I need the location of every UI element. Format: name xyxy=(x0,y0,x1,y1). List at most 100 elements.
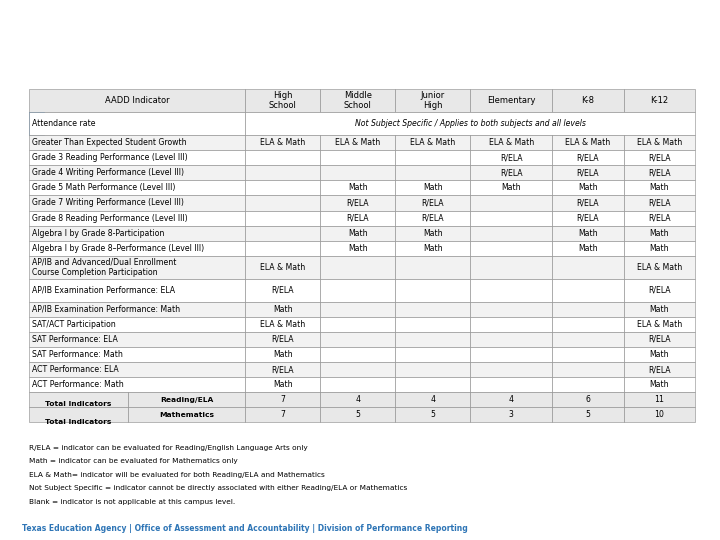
Bar xyxy=(320,347,395,362)
Text: Total Indicators: Total Indicators xyxy=(45,401,112,407)
Bar xyxy=(624,241,695,256)
Bar xyxy=(320,150,395,165)
Bar xyxy=(395,211,470,226)
Bar xyxy=(470,165,552,180)
Bar xyxy=(320,302,395,317)
Text: Math: Math xyxy=(501,184,521,192)
Text: Grade 5 Math Performance (Level III): Grade 5 Math Performance (Level III) xyxy=(32,184,176,192)
Bar xyxy=(29,226,246,241)
Bar xyxy=(246,241,320,256)
Text: 11: 11 xyxy=(654,395,665,404)
Bar xyxy=(624,256,695,279)
Text: ELA & Math= indicator will be evaluated for both Reading/ELA and Mathematics: ELA & Math= indicator will be evaluated … xyxy=(29,472,325,478)
Bar xyxy=(552,195,624,211)
Text: Texas Education Agency | Office of Assessment and Accountability | Division of P: Texas Education Agency | Office of Asses… xyxy=(22,524,467,532)
Bar xyxy=(624,377,695,392)
Bar xyxy=(395,165,470,180)
Bar xyxy=(470,195,552,211)
Text: ELA & Math: ELA & Math xyxy=(565,138,611,147)
Bar xyxy=(246,150,320,165)
Text: 7: 7 xyxy=(280,395,285,404)
Text: AP/IB and Advanced/Dual Enrollment
Course Completion Participation: AP/IB and Advanced/Dual Enrollment Cours… xyxy=(32,258,176,277)
Text: 10: 10 xyxy=(654,410,665,419)
Text: Elementary: Elementary xyxy=(487,96,536,105)
Bar xyxy=(320,317,395,332)
Bar xyxy=(246,279,320,302)
Bar xyxy=(246,256,320,279)
Bar xyxy=(552,347,624,362)
Text: R/ELA: R/ELA xyxy=(421,213,444,222)
Text: 6: 6 xyxy=(585,395,590,404)
Text: K-12: K-12 xyxy=(650,96,668,105)
Text: Math = indicator can be evaluated for Mathematics only: Math = indicator can be evaluated for Ma… xyxy=(29,458,238,464)
Text: R/ELA: R/ELA xyxy=(577,213,599,222)
Bar xyxy=(320,165,395,180)
Text: Greater Than Expected Student Growth: Greater Than Expected Student Growth xyxy=(32,138,187,147)
Bar xyxy=(29,112,246,135)
Bar xyxy=(624,89,695,112)
Text: SAT/ACT Participation: SAT/ACT Participation xyxy=(32,320,116,329)
Bar xyxy=(395,392,470,407)
Text: Math: Math xyxy=(649,380,669,389)
Text: Math: Math xyxy=(649,244,669,253)
Bar xyxy=(624,279,695,302)
Text: Junior
High: Junior High xyxy=(420,91,445,110)
Bar xyxy=(624,362,695,377)
Bar xyxy=(395,150,470,165)
Text: Math: Math xyxy=(423,228,443,238)
Bar xyxy=(29,135,246,150)
Bar xyxy=(320,279,395,302)
Text: ELA & Math: ELA & Math xyxy=(636,320,682,329)
Bar xyxy=(395,241,470,256)
Text: ELA & Math: ELA & Math xyxy=(489,138,534,147)
Bar xyxy=(29,392,128,407)
Text: 5: 5 xyxy=(585,410,590,419)
Text: Blank = indicator is not applicable at this campus level.: Blank = indicator is not applicable at t… xyxy=(29,499,235,505)
Text: Middle
School: Middle School xyxy=(344,91,372,110)
Bar xyxy=(246,135,320,150)
Text: R/ELA: R/ELA xyxy=(648,335,670,344)
Text: Attendance rate: Attendance rate xyxy=(32,119,96,128)
Bar xyxy=(320,256,395,279)
Bar xyxy=(246,347,320,362)
Bar xyxy=(552,226,624,241)
Bar xyxy=(470,241,552,256)
Bar xyxy=(320,241,395,256)
Bar xyxy=(320,89,395,112)
Bar xyxy=(470,347,552,362)
Bar xyxy=(320,211,395,226)
Bar xyxy=(552,150,624,165)
Text: Math: Math xyxy=(578,244,598,253)
Text: R/ELA: R/ELA xyxy=(271,335,294,344)
Bar xyxy=(624,407,695,422)
Text: R/ELA: R/ELA xyxy=(271,365,294,374)
Text: K-8: K-8 xyxy=(581,96,594,105)
Bar xyxy=(624,302,695,317)
Bar xyxy=(29,377,246,392)
Text: ELA & Math: ELA & Math xyxy=(260,320,305,329)
Text: R/ELA: R/ELA xyxy=(577,199,599,207)
Bar xyxy=(470,211,552,226)
Text: 5: 5 xyxy=(33,119,40,129)
Bar xyxy=(552,89,624,112)
Bar xyxy=(246,407,320,422)
Text: R/ELA: R/ELA xyxy=(577,168,599,177)
Text: Math: Math xyxy=(348,228,368,238)
Text: Math: Math xyxy=(649,350,669,359)
Bar xyxy=(552,211,624,226)
Bar xyxy=(246,195,320,211)
Text: Math: Math xyxy=(649,228,669,238)
Bar xyxy=(470,180,552,195)
Text: R/ELA: R/ELA xyxy=(346,213,369,222)
Bar xyxy=(470,362,552,377)
Bar xyxy=(320,407,395,422)
Bar xyxy=(29,332,246,347)
Bar xyxy=(552,241,624,256)
Bar xyxy=(246,317,320,332)
Text: Math: Math xyxy=(348,244,368,253)
Text: Subject: Subject xyxy=(13,59,93,78)
Text: Mathematics: Mathematics xyxy=(159,412,215,418)
Bar xyxy=(29,407,128,422)
Bar xyxy=(624,165,695,180)
Text: 3: 3 xyxy=(509,410,513,419)
